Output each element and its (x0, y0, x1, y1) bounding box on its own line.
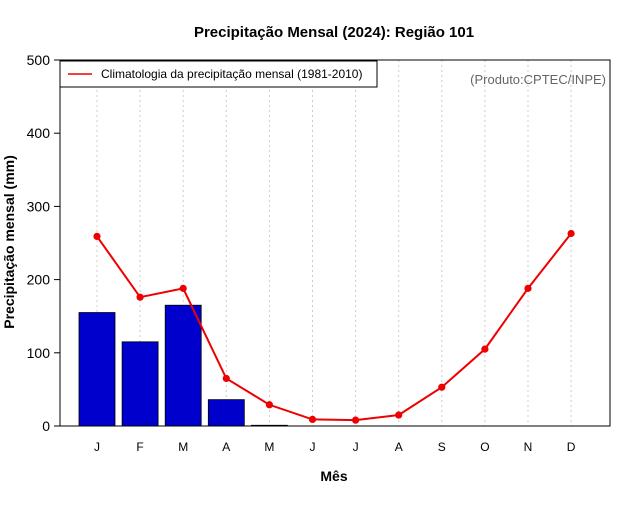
precipitation-bar (207, 399, 245, 427)
climatology-line (96, 232, 572, 422)
chart-title: Precipitação Mensal (2024): Região 101 (194, 24, 474, 41)
precipitation-bar (121, 341, 159, 427)
climatology-point (265, 401, 273, 409)
climatology-point (93, 232, 101, 241)
climatology-point (352, 416, 360, 424)
x-tick-label: J (94, 440, 100, 454)
climatology-series (93, 229, 575, 424)
axes: 0 100 200 300 400 500 J F M A M J J A S O N D (27, 52, 611, 454)
y-tick-label: 300 (27, 198, 51, 214)
x-tick-label: J (353, 440, 359, 454)
climatology-point (222, 374, 230, 383)
x-tick-label: J (310, 440, 316, 454)
precipitation-bar (164, 304, 202, 427)
legend: Climatologia da precipitação mensal (198… (59, 60, 378, 88)
x-tick-label: S (438, 440, 446, 454)
y-tick-label: 200 (27, 272, 51, 288)
climatology-point (395, 411, 403, 419)
y-tick-label: 500 (27, 52, 51, 68)
x-tick-label: M (178, 440, 188, 454)
climatology-point (136, 293, 144, 301)
climatology-point (524, 284, 532, 292)
y-tick-label: 400 (27, 125, 51, 141)
climatology-point (438, 383, 446, 391)
x-tick-label: O (480, 440, 489, 454)
y-axis-label: Precipitação mensal (mm) (1, 155, 17, 329)
x-tick-label: M (264, 440, 274, 454)
climatology-point (567, 229, 575, 238)
source-annotation: (Produto:CPTEC/INPE) (470, 72, 606, 87)
climatology-point (308, 415, 317, 424)
legend-label: Climatologia da precipitação mensal (198… (101, 67, 362, 81)
precipitation-bar (78, 312, 116, 427)
legend-box (59, 60, 378, 88)
x-tick-label: A (395, 440, 403, 454)
x-tick-label: F (136, 440, 143, 454)
y-tick-label: 0 (42, 418, 50, 434)
climatology-point (179, 284, 187, 292)
x-tick-label: N (524, 440, 533, 454)
y-tick-label: 100 (27, 345, 51, 361)
x-tick-label: D (567, 440, 576, 454)
climatology-point (481, 345, 489, 353)
x-axis-label: Mês (320, 468, 347, 484)
bar-series (78, 304, 288, 427)
plot-frame (59, 59, 611, 427)
x-tick-label: A (222, 440, 230, 454)
